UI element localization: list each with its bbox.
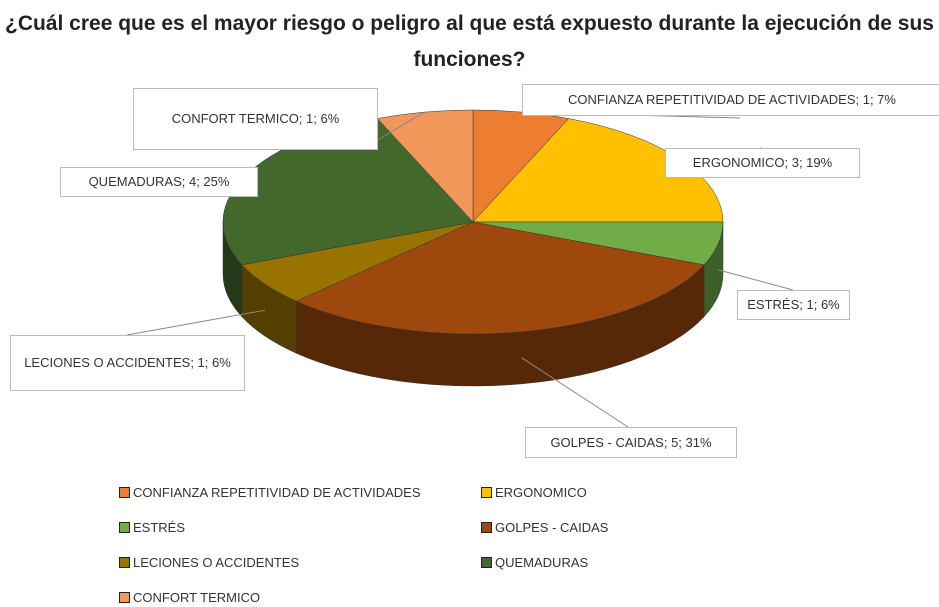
legend-label: GOLPES - CAIDAS	[495, 520, 609, 535]
leader-line	[718, 269, 794, 291]
leader-line	[126, 309, 266, 336]
slice	[295, 221, 705, 335]
data-label: QUEMADURAS; 4; 25%	[60, 167, 258, 197]
leader-line	[377, 111, 425, 141]
legend-label: LECIONES O ACCIDENTES	[133, 555, 300, 570]
legend-item: LECIONES O ACCIDENTES	[119, 555, 299, 570]
legend-swatch	[119, 487, 130, 498]
legend-item: ERGONOMICO	[481, 485, 587, 500]
data-label: GOLPES - CAIDAS; 5; 31%	[525, 427, 737, 458]
legend-swatch	[481, 557, 492, 568]
legend-item: GOLPES - CAIDAS	[481, 520, 608, 535]
chart-title: ¿Cuál cree que es el mayor riesgo o peli…	[5, 12, 934, 71]
legend-item: CONFIANZA REPETITIVIDAD DE ACTIVIDADES	[119, 485, 421, 500]
legend-label: ESTRÉS	[133, 520, 186, 535]
data-label: LECIONES O ACCIDENTES; 1; 6%	[10, 335, 245, 391]
leader-line	[521, 357, 629, 428]
legend-item: QUEMADURAS	[481, 555, 588, 570]
legend-swatch	[481, 522, 492, 533]
legend-swatch	[119, 557, 130, 568]
data-label: CONFORT TERMICO; 1; 6%	[133, 88, 378, 150]
data-label: ESTRÉS; 1; 6%	[737, 290, 850, 320]
legend-item: ESTRÉS	[119, 520, 185, 535]
legend-label: QUEMADURAS	[495, 555, 589, 570]
legend-label: ERGONOMICO	[495, 485, 587, 500]
legend-swatch	[481, 487, 492, 498]
legend-swatch	[119, 522, 130, 533]
legend-label: CONFORT TERMICO	[133, 590, 261, 605]
legend-label: CONFIANZA REPETITIVIDAD DE ACTIVIDADES	[133, 485, 421, 500]
legend-item: CONFORT TERMICO	[119, 590, 260, 605]
data-label: CONFIANZA REPETITIVIDAD DE ACTIVIDADES; …	[522, 84, 939, 116]
data-label: ERGONOMICO; 3; 19%	[665, 148, 860, 178]
legend-swatch	[119, 592, 130, 603]
